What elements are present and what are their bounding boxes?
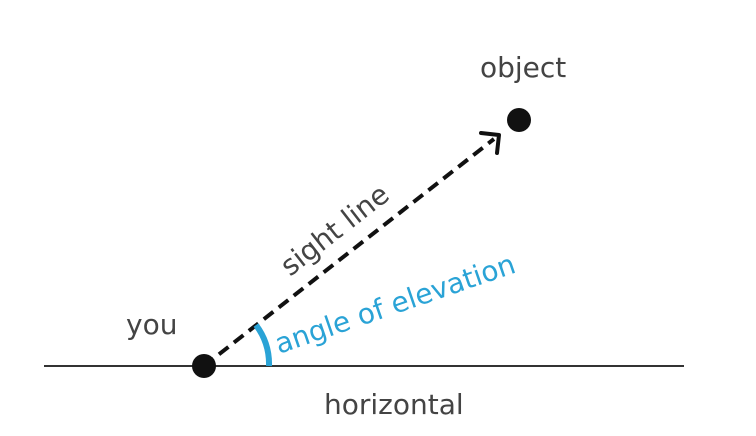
sight-line <box>202 137 496 368</box>
you-label: you <box>126 308 177 341</box>
object-label: object <box>480 51 566 84</box>
object-point <box>507 108 531 132</box>
angle-arc <box>253 323 273 367</box>
sight-line-arrowhead <box>479 131 501 155</box>
horizontal-label: horizontal <box>324 388 464 421</box>
you-point <box>192 354 216 378</box>
